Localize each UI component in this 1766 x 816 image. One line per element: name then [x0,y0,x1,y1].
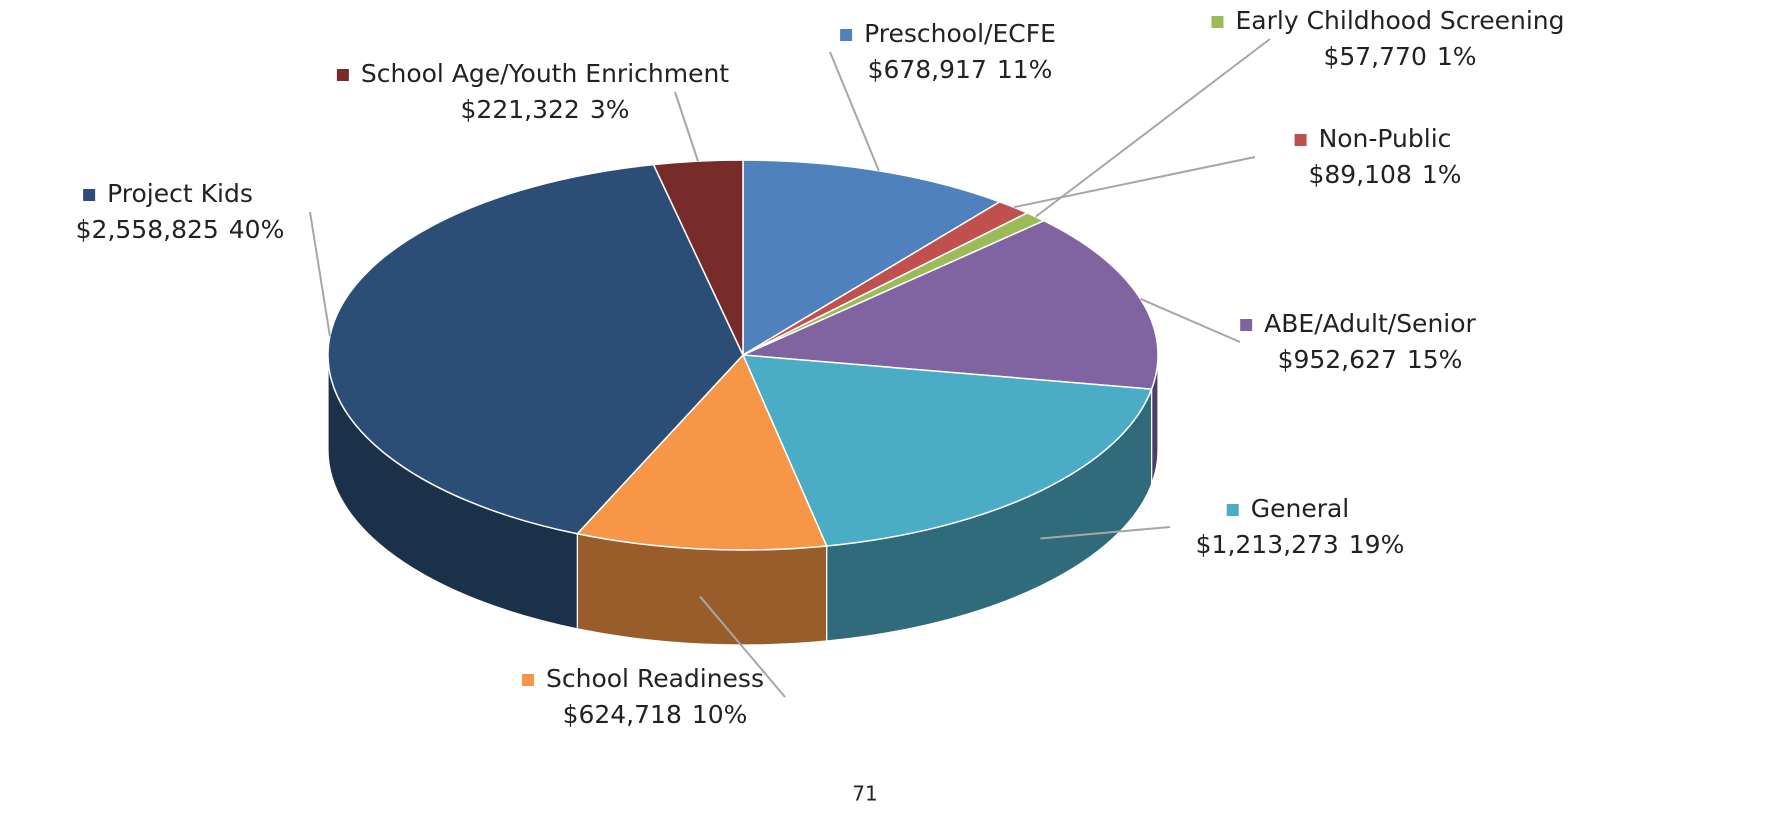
label-part: 1% [1422,160,1462,189]
label-value: $2,558,825 40% [76,215,285,244]
slice [575,353,828,551]
slice [742,159,1002,357]
label-name: Preschool/ECFE [864,19,1056,48]
label-part: 3% [590,95,630,124]
legend-swatch [1294,134,1307,146]
label-part: $1,213,273 [1196,530,1339,559]
label-part: 15% [1407,345,1463,374]
slice [741,354,1153,547]
label-value: $678,917 11% [868,55,1053,84]
slice [327,163,744,535]
slice [742,219,1159,390]
label-value: $221,322 3% [461,95,630,124]
label-part: 19% [1349,530,1405,559]
label-part: 1% [1437,42,1477,71]
label-name: ABE/Adult/Senior [1264,309,1476,338]
label-name: School Age/Youth Enrichment [361,59,729,88]
label-part: $2,558,825 [76,215,219,244]
leader-line [309,211,331,337]
page-number: 71 [852,782,877,806]
label-value: $952,627 15% [1278,345,1463,374]
label-part: $952,627 [1278,345,1397,374]
label-part: 10% [692,700,748,729]
slice-side [576,533,828,646]
label-value: $89,108 1% [1308,160,1461,189]
label-part: 11% [997,55,1053,84]
label-name: Project Kids [107,179,253,208]
legend-swatch [1226,504,1239,516]
legend-swatch [1240,319,1253,331]
label-name: Early Childhood Screening [1235,6,1564,35]
label-value: $624,718 10% [563,700,748,729]
label-name: General [1251,494,1350,523]
leader-lines [309,38,1271,698]
leader-line [1140,297,1241,343]
pie-top [327,159,1159,551]
leader-line [1035,38,1271,218]
legend-swatch [840,29,853,41]
label-part: 40% [229,215,285,244]
label-value: $57,770 1% [1323,42,1476,71]
label-part: $678,917 [868,55,987,84]
leader-line [1040,526,1171,540]
label-name: Non-Public [1319,124,1452,153]
label-name: School Readiness [546,664,764,693]
leader-line [1013,156,1256,209]
label-value: $1,213,273 19% [1196,530,1405,559]
labels: Preschool/ECFE $678,917 11% Non-Public $89,1… [76,6,1565,729]
legend-swatch [1211,16,1224,28]
legend-swatch [522,674,535,686]
legend-swatch [336,69,349,81]
label-part: $624,718 [563,700,682,729]
legend-swatch [83,189,96,201]
leader-line [829,51,880,172]
leader-line [674,91,699,162]
label-part: $57,770 [1323,42,1426,71]
pie-sides [327,354,1159,646]
label-part: $89,108 [1308,160,1411,189]
label-part: $221,322 [461,95,580,124]
leader-line [699,595,786,698]
